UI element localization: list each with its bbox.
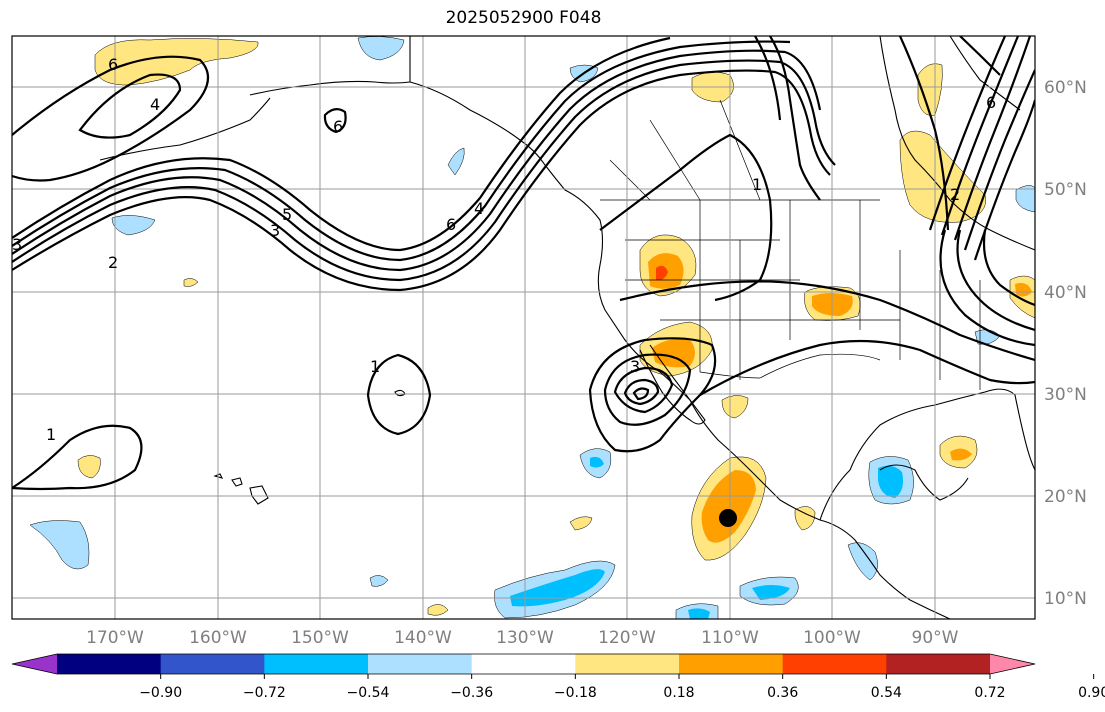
lon-label: 170°W xyxy=(86,628,144,648)
colorbar-cell xyxy=(782,654,887,674)
contour-label: 5 xyxy=(282,205,292,224)
lon-label: 110°W xyxy=(701,628,759,648)
contour-label: 1 xyxy=(46,425,56,444)
storm-center-marker xyxy=(719,509,737,527)
lon-label: 160°W xyxy=(189,628,247,648)
positive-anomaly xyxy=(721,395,749,419)
colorbar-tick-label: −0.54 xyxy=(347,685,390,701)
positive-anomaly xyxy=(652,339,695,368)
positive-anomaly xyxy=(794,506,816,531)
coastlines xyxy=(99,36,1035,619)
negative-anomaly xyxy=(878,465,904,498)
lon-label: 90°W xyxy=(912,628,959,648)
negative-anomaly xyxy=(447,147,465,176)
contour-label: 6 xyxy=(108,55,118,74)
lon-label: 120°W xyxy=(598,628,656,648)
positive-anomaly xyxy=(950,448,972,461)
colorbar-tick-label: 0.54 xyxy=(871,685,902,701)
contour-label: 1 xyxy=(752,175,762,194)
positive-anomaly xyxy=(656,265,668,281)
positive-anomaly xyxy=(427,604,449,616)
lon-label: 140°W xyxy=(394,628,452,648)
negative-anomaly xyxy=(510,569,605,607)
colorbar-over-arrow xyxy=(990,654,1035,674)
colorbar-outline xyxy=(11,653,1036,675)
lat-label: 60°N xyxy=(1044,78,1087,98)
negative-anomaly xyxy=(752,585,790,600)
contour-label: 4 xyxy=(474,199,484,218)
colorbar-tick-label: 0.72 xyxy=(974,685,1005,701)
lon-label: 100°W xyxy=(803,628,861,648)
contour-label: 3 xyxy=(12,235,22,254)
colorbar-cell xyxy=(57,654,162,674)
colorbar-tick-label: −0.18 xyxy=(554,685,597,701)
colorbar-cell xyxy=(471,654,576,674)
positive-anomaly xyxy=(917,63,943,116)
contour-lines xyxy=(12,36,1035,491)
lat-label: 20°N xyxy=(1044,487,1087,507)
lon-label: 130°W xyxy=(496,628,554,648)
negative-anomaly xyxy=(688,608,710,619)
positive-anomaly xyxy=(1015,283,1032,297)
colorbar-tick-label: −0.36 xyxy=(450,685,493,701)
colorbar-under-arrow xyxy=(12,654,57,674)
negative-anomaly xyxy=(847,542,878,581)
map-frame xyxy=(11,35,1036,620)
colorbar: −0.90 −0.72 −0.54 −0.36 −0.18 0.18 0.36 0.54 0.7… xyxy=(11,653,1105,701)
contour-label: 6 xyxy=(446,215,456,234)
map-title: 2025052900 F048 xyxy=(445,8,602,28)
lat-label: 10°N xyxy=(1044,589,1087,609)
positive-anomaly xyxy=(569,516,593,531)
colorbar-tick-label: −0.90 xyxy=(139,685,182,701)
contour-label: 6 xyxy=(333,117,343,136)
longitude-axis: 170°W 160°W 150°W 140°W 130°W 120°W 110°… xyxy=(86,628,959,648)
colorbar-tick-label: 0.90 xyxy=(1078,685,1105,701)
negative-anomaly xyxy=(111,215,156,236)
lat-label: 40°N xyxy=(1044,283,1087,303)
lon-label: 150°W xyxy=(291,628,349,648)
lat-label: 30°N xyxy=(1044,385,1087,405)
contour-label: 3 xyxy=(270,221,280,240)
positive-anomaly xyxy=(77,455,101,479)
contour-label: 3 xyxy=(630,357,640,376)
contour-label: 4 xyxy=(150,95,160,114)
contour-label-layer: 6 4 3 5 3 2 6 4 1 1 3 1 2 6 6 xyxy=(12,55,996,444)
colorbar-cell xyxy=(160,654,265,674)
lat-label: 50°N xyxy=(1044,180,1087,200)
colorbar-cell xyxy=(575,654,680,674)
gridlines xyxy=(12,36,1035,619)
map-background xyxy=(12,36,1035,619)
latitude-axis: 60°N 50°N 40°N 30°N 20°N 10°N xyxy=(1044,78,1087,609)
negative-anomaly xyxy=(369,575,389,587)
negative-anomaly xyxy=(590,456,604,468)
colorbar-cell xyxy=(368,654,473,674)
colorbar-tick-label: 0.36 xyxy=(767,685,798,701)
contour-label: 6 xyxy=(986,93,996,112)
negative-anomaly xyxy=(1015,185,1035,213)
contour-label: 1 xyxy=(370,357,380,376)
positive-anomaly xyxy=(183,278,199,287)
colorbar-tick-label: −0.72 xyxy=(243,685,286,701)
negative-anomaly xyxy=(29,520,90,570)
contour-label: 2 xyxy=(108,253,118,272)
colorbar-cell xyxy=(264,654,369,674)
colorbar-cell xyxy=(679,654,784,674)
colorbar-cell xyxy=(886,654,991,674)
positive-anomaly xyxy=(701,470,756,543)
contour-label: 2 xyxy=(950,185,960,204)
colorbar-tick-label: 0.18 xyxy=(663,685,694,701)
